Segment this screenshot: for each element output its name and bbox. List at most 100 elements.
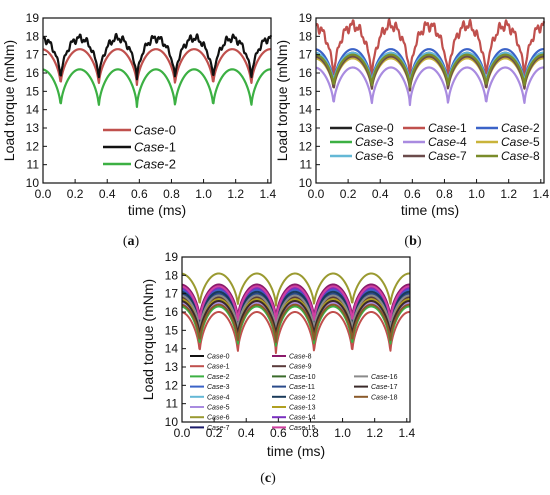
legend-label: Case-1 xyxy=(428,121,467,135)
legend-label: Case-11 xyxy=(289,384,315,391)
legend-label: Case-4 xyxy=(207,394,230,401)
y-tick-label: 10 xyxy=(299,176,313,190)
y-tick-label: 11 xyxy=(27,158,40,172)
legend-label: Case-13 xyxy=(289,404,316,411)
x-tick-label: 0.8 xyxy=(302,426,319,440)
series-line-case-9 xyxy=(181,296,411,335)
series-line-case-1 xyxy=(181,311,411,355)
y-tick-label: 10 xyxy=(165,415,179,429)
x-tick-label: 0.4 xyxy=(99,187,116,201)
x-tick-label: 1.4 xyxy=(259,187,276,201)
y-tick-label: 14 xyxy=(165,342,179,356)
legend-label: Case-16 xyxy=(371,374,398,381)
legend-label: Case-0 xyxy=(134,123,176,138)
y-tick-label: 19 xyxy=(299,11,313,25)
x-tick-label: 0.6 xyxy=(404,187,421,201)
y-tick-label: 19 xyxy=(165,250,179,264)
series-line-case-6 xyxy=(181,272,411,307)
y-tick-label: 16 xyxy=(165,305,179,319)
legend-label: Case-8 xyxy=(289,353,312,360)
series-line-case-5 xyxy=(181,301,411,340)
series-group xyxy=(181,272,411,355)
legend-label: Case-8 xyxy=(501,149,540,163)
x-tick-label: 1.4 xyxy=(398,426,415,440)
x-tick-label: 1.2 xyxy=(366,426,383,440)
legend-label: Case-14 xyxy=(289,415,316,422)
legend-label: Case-5 xyxy=(207,404,230,411)
legend-label: Case-6 xyxy=(207,415,230,422)
x-axis-label: time (ms) xyxy=(128,202,186,218)
legend-label: Case-2 xyxy=(207,374,230,381)
series-line-case-6 xyxy=(315,51,545,87)
panel-label: (a) xyxy=(123,234,140,249)
plot-frame xyxy=(315,17,545,184)
y-axis-label: Load torque (mNm) xyxy=(140,279,156,400)
y-tick-label: 15 xyxy=(299,84,313,98)
legend-label: Case-0 xyxy=(355,121,394,135)
series-line-case-4 xyxy=(315,66,545,107)
y-tick-label: 13 xyxy=(299,121,313,135)
y-tick-label: 14 xyxy=(299,103,313,117)
legend-label: Case-1 xyxy=(207,364,230,371)
chart-panel-3: 0.0 0.2 0.4 0.6 0.8 1.0 1.2 1.4 10 11 12 13 14 15 16 17… xyxy=(140,250,415,486)
legend-label: Case-10 xyxy=(289,374,316,381)
x-tick-label: 1.0 xyxy=(195,187,212,201)
legend-label: Case-15 xyxy=(289,425,316,432)
legend-label: Case-5 xyxy=(501,135,540,149)
legend-label: Case-0 xyxy=(207,353,230,360)
legend-label: Case-6 xyxy=(355,149,394,163)
x-tick-label: 0.4 xyxy=(372,187,389,201)
plot-frame xyxy=(42,17,272,184)
chart-panel-2: 0.0 0.2 0.4 0.6 0.8 1.0 1.2 1.4 10 11 12 13 14 15 16 17… xyxy=(274,11,549,249)
legend-label: Case-1 xyxy=(134,140,176,155)
series-line-case-1 xyxy=(42,32,273,81)
y-tick-label: 18 xyxy=(165,268,179,282)
legend-label: Case-2 xyxy=(501,121,540,135)
x-tick-label: 1.0 xyxy=(468,187,485,201)
x-tick-label: 1.4 xyxy=(532,187,549,201)
x-tick-label: 0.6 xyxy=(270,426,287,440)
series-line-case-7 xyxy=(315,55,545,92)
series-group xyxy=(315,18,546,107)
y-tick-label: 12 xyxy=(26,139,40,153)
plot-frame xyxy=(181,256,411,423)
y-tick-label: 19 xyxy=(26,11,40,25)
x-tick-label: 0.2 xyxy=(340,187,357,201)
series-line-case-3 xyxy=(181,289,411,327)
y-tick-label: 10 xyxy=(26,176,40,190)
legend-label: Case-4 xyxy=(428,135,467,149)
legend: Case-0 Case-1 Case-2 xyxy=(103,123,176,172)
series-line-case-8 xyxy=(315,53,545,88)
legend-label: Case-3 xyxy=(355,135,394,149)
y-tick-label: 17 xyxy=(165,287,179,301)
legend-label: Case-7 xyxy=(428,149,467,163)
y-tick-label: 12 xyxy=(165,378,179,392)
y-tick-label: 11 xyxy=(300,158,313,172)
series-line-case-2 xyxy=(42,68,272,108)
x-tick-label: 0.4 xyxy=(238,426,255,440)
series-line-case-1 xyxy=(315,18,546,81)
legend-label: Case-9 xyxy=(289,364,312,371)
y-tick-label: 11 xyxy=(166,397,179,411)
y-axis-label: Load torque (mNm) xyxy=(1,40,17,161)
legend-label: Case-7 xyxy=(207,425,230,432)
series-line-case-17 xyxy=(181,300,411,338)
chart-panel-1: 0.0 0.2 0.4 0.6 0.8 1.0 1.2 1.4 10 11 12 13 14 15 16 17… xyxy=(1,11,276,249)
legend: Case-0 Case-1 Case-2 Case-3 Case-4 Case-5 Case… xyxy=(190,353,398,432)
y-axis-label: Load torque (mNm) xyxy=(274,40,290,161)
y-tick-label: 18 xyxy=(299,29,313,43)
y-tick-label: 15 xyxy=(26,84,40,98)
panel-label: (c) xyxy=(260,471,276,486)
x-tick-label: 0.6 xyxy=(131,187,148,201)
y-tick-label: 13 xyxy=(165,360,179,374)
legend-label: Case-18 xyxy=(371,394,398,401)
y-tick-label: 17 xyxy=(299,48,313,62)
series-line-case-8 xyxy=(181,283,411,320)
x-tick-label: 0.2 xyxy=(206,426,223,440)
x-axis-label: time (ms) xyxy=(401,202,459,218)
series-line-case-16 xyxy=(181,294,411,333)
y-tick-label: 15 xyxy=(165,323,179,337)
x-tick-label: 0.8 xyxy=(163,187,180,201)
x-tick-label: 1.2 xyxy=(500,187,517,201)
